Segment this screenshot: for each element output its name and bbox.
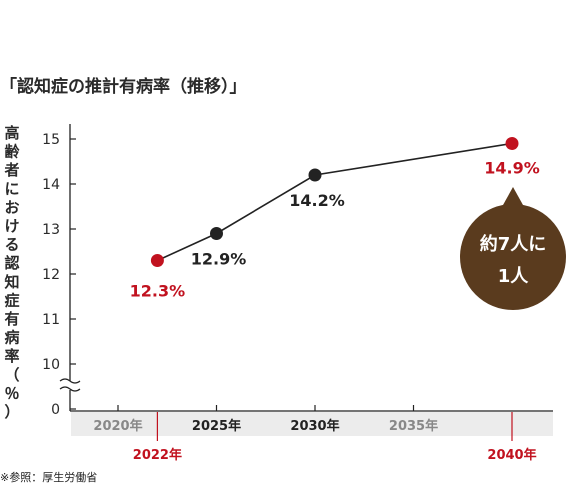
y-tick-label: 11 [42,312,60,328]
data-label-layer: 12.3% 12.9% 14.2% 14.9% [130,159,540,301]
callout-line1: 約7人に [480,233,547,255]
y-axis-label: 高齢者における認知症有病率（％） [4,124,20,421]
y-tick-label: 14 [42,177,60,193]
chart-title: 「認知症の推計有病率（推移）」 [0,76,247,97]
x-tick-label: 2035年 [389,418,438,434]
x-tick-label: 2022年 [133,447,182,463]
series-line [157,142,513,262]
callout-line2: 1人 [498,266,530,287]
x-tick-label: 2025年 [192,418,241,434]
axis-break-mark [59,378,81,384]
axis-break-mark [59,386,81,392]
x-tick-label: 2040年 [487,447,536,463]
data-point [210,227,223,240]
data-label: 12.3% [130,282,186,301]
data-point [308,168,322,182]
axes [59,124,553,436]
data-label: 12.9% [191,250,247,269]
x-axis-band [71,412,553,436]
x-tick-label: 2030年 [290,418,339,434]
y-tick-label: 13 [42,222,60,238]
y-tick-label: 10 [42,357,60,373]
x-tick-layer: 2020年 2022年 2025年 2030年 2035年 2040年 [93,405,537,463]
y-tick-label: 0 [51,402,60,418]
data-point [150,254,164,267]
x-tick-label: 2020年 [93,418,142,434]
y-tick-label: 15 [42,132,60,148]
y-tick-label: 12 [42,267,60,283]
callout-badge: 約7人に 1人 [460,187,566,310]
data-label: 14.2% [289,191,345,210]
data-point-layer [150,137,519,267]
callout-pointer [503,187,523,205]
callout-circle [460,204,566,310]
y-tick-layer: 15 14 13 12 11 10 0 [42,132,76,418]
series-line-layer [157,142,513,262]
data-label: 14.9% [484,159,540,178]
source-note: ※参照：厚生労働省 [0,470,97,484]
data-point [505,137,519,150]
